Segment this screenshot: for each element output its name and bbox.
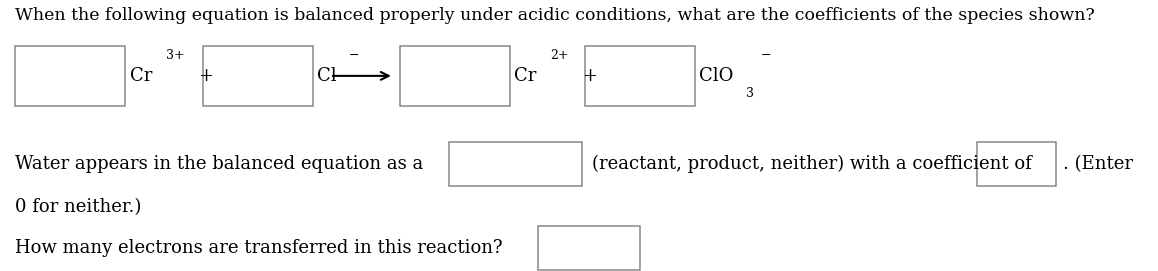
Text: +: +: [582, 67, 598, 85]
Text: +: +: [198, 67, 213, 85]
Bar: [585, 46, 695, 106]
Text: 2+: 2+: [550, 49, 569, 62]
Text: Water appears in the balanced equation as a: Water appears in the balanced equation a…: [15, 155, 424, 173]
Bar: [538, 226, 640, 270]
Text: 0 for neither.): 0 for neither.): [15, 198, 141, 216]
Text: 3+: 3+: [166, 49, 184, 62]
Text: When the following equation is balanced properly under acidic conditions, what a: When the following equation is balanced …: [15, 7, 1094, 24]
Text: Cl: Cl: [317, 67, 337, 85]
Text: −: −: [349, 49, 359, 62]
Bar: [400, 46, 510, 106]
Bar: [449, 142, 582, 186]
Text: (reactant, product, neither) with a coefficient of: (reactant, product, neither) with a coef…: [592, 155, 1032, 173]
Text: . (Enter: . (Enter: [1063, 155, 1133, 173]
Text: Cr: Cr: [130, 67, 152, 85]
Text: Cr: Cr: [514, 67, 536, 85]
Bar: [203, 46, 313, 106]
Bar: [15, 46, 125, 106]
Text: 3: 3: [746, 87, 754, 100]
Bar: [977, 142, 1056, 186]
Text: ClO: ClO: [699, 67, 734, 85]
Text: How many electrons are transferred in this reaction?: How many electrons are transferred in th…: [15, 239, 503, 257]
Text: −: −: [761, 49, 771, 62]
